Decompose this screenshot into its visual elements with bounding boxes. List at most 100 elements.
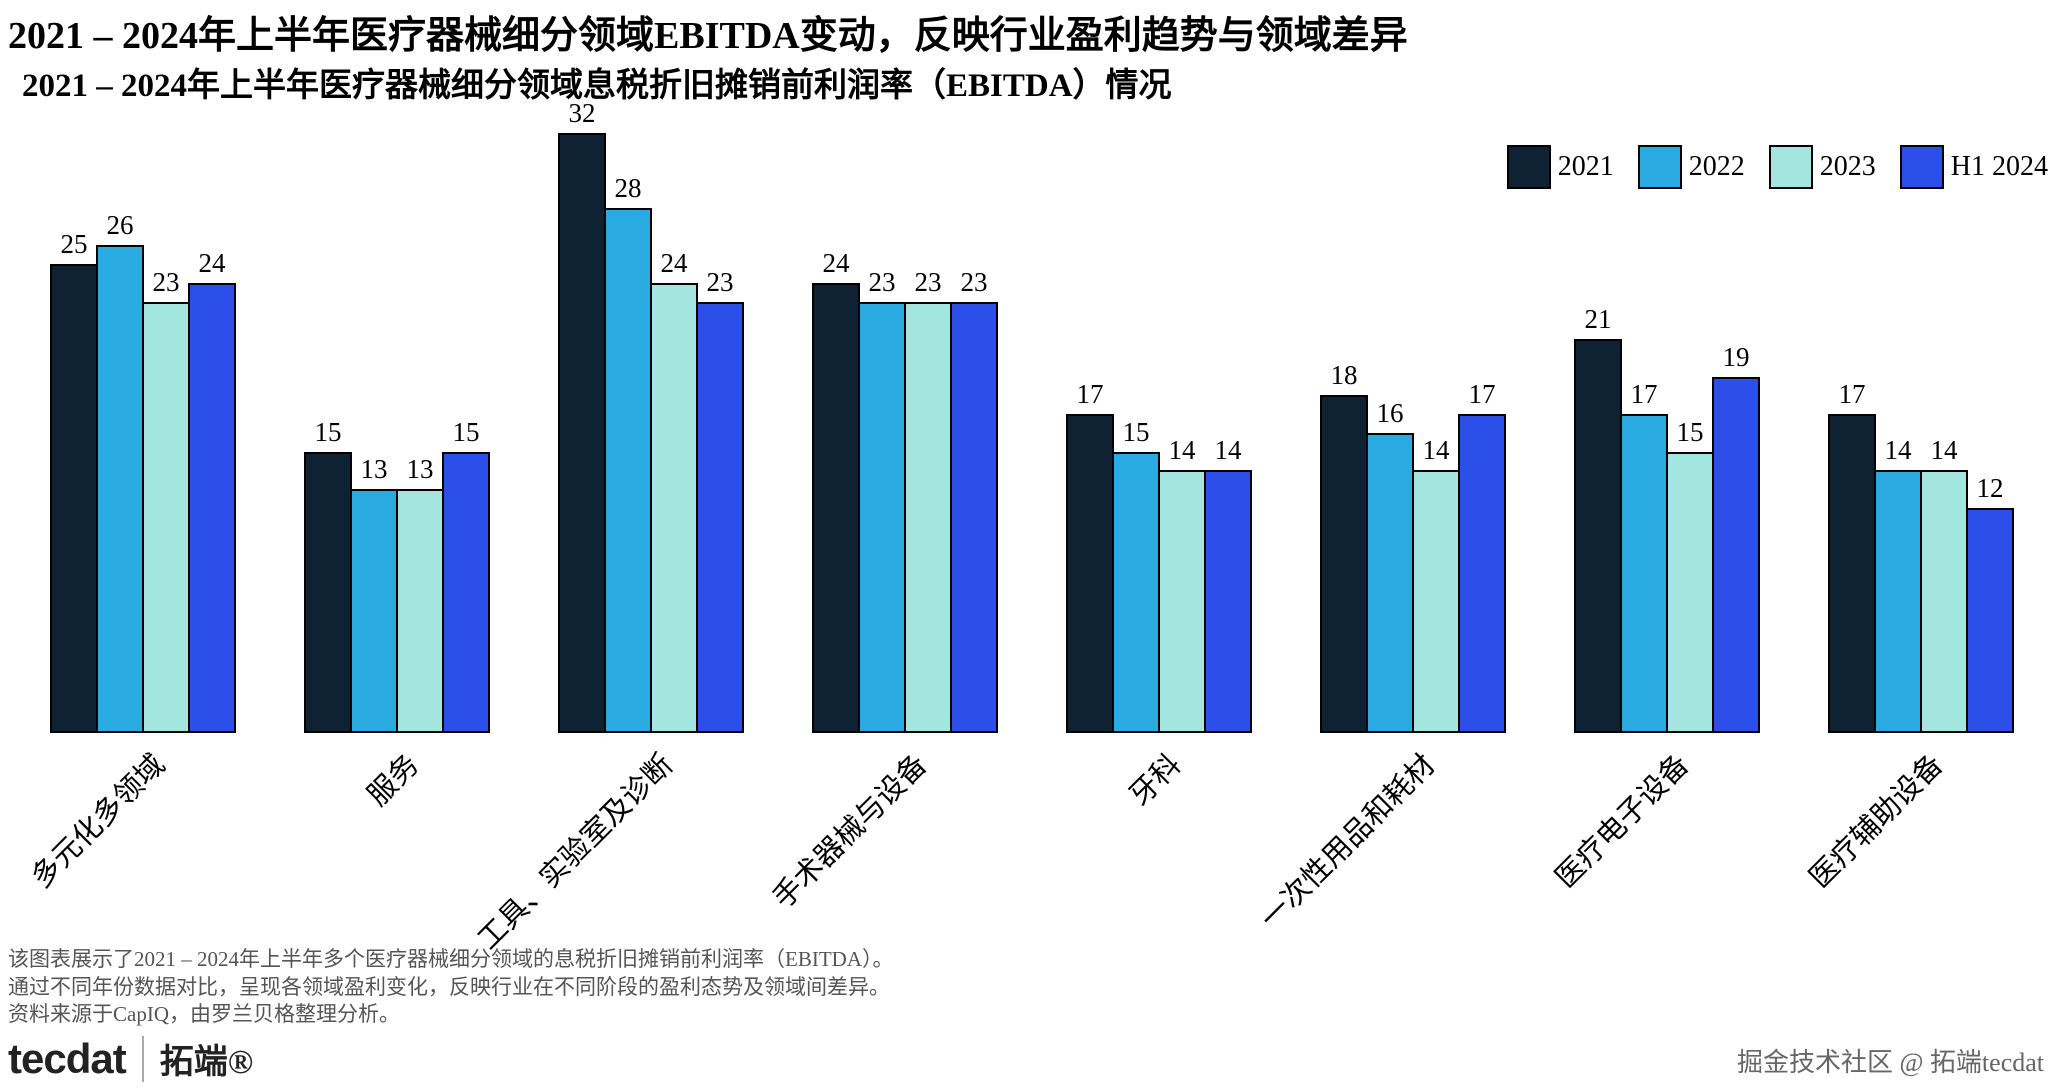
bar-2023: 14 — [1920, 435, 1968, 733]
bar-group: 17 14 14 12 医疗辅助设备 — [1804, 133, 2014, 894]
bar-value-label: 17 — [1630, 379, 1658, 409]
legend-label-h1-2024: H1 2024 — [1950, 151, 2048, 182]
footer-line-1: 该图表展示了2021 – 2024年上半年多个医疗器械细分领域的息税折旧摊销前利… — [8, 947, 894, 971]
bar-2022: 23 — [858, 267, 906, 733]
bar-2022: 13 — [350, 454, 398, 733]
bar-h1-2024: 14 — [1204, 435, 1252, 733]
bar-value-label: 21 — [1584, 304, 1612, 334]
bar-value-label: 23 — [868, 267, 896, 297]
bar-value-label: 13 — [406, 454, 434, 484]
bar-2021: 24 — [812, 248, 860, 733]
legend-label-2022: 2022 — [1688, 151, 1745, 182]
bar-2023: 13 — [396, 454, 444, 733]
bar-value-label: 32 — [568, 98, 596, 128]
bar-2023: 23 — [904, 267, 952, 733]
bar-2021: 17 — [1066, 379, 1114, 733]
credit-text: 掘金技术社区 @ 拓端tecdat — [1736, 1048, 2044, 1077]
bar-set: 25 26 23 24 — [50, 210, 236, 733]
bar-value-label: 18 — [1330, 360, 1358, 390]
bar-value-label: 24 — [822, 248, 850, 278]
bar-value-label: 17 — [1076, 379, 1104, 409]
bar-2023: 14 — [1412, 435, 1460, 733]
bar-set: 18 16 14 17 — [1320, 360, 1506, 733]
bar-2022: 14 — [1874, 435, 1922, 733]
legend-swatch-2023 — [1768, 145, 1813, 189]
bar-set: 21 17 15 19 — [1574, 304, 1760, 733]
logo-divider — [141, 1035, 144, 1082]
legend-item-2022: 2022 — [1637, 145, 1745, 189]
bar-group: 15 13 13 15 服务 — [304, 133, 490, 812]
bar-value-label: 28 — [614, 173, 642, 203]
bar-set: 17 15 14 14 — [1066, 379, 1252, 733]
bar-value-label: 15 — [1676, 417, 1704, 447]
bar-h1-2024: 23 — [950, 267, 998, 733]
bar-group: 18 16 14 17 一次性用品和耗材 — [1255, 133, 1506, 935]
bar-2022: 17 — [1620, 379, 1668, 733]
footer-line-2: 通过不同年份数据对比，呈现各领域盈利变化，反映行业在不同阶段的盈利态势及领域间差… — [8, 974, 890, 999]
category-label-text: 工具、实验室及诊断 — [472, 748, 680, 956]
footer-line-3: 资料来源于CapIQ，由罗兰贝格整理分析。 — [8, 1002, 400, 1027]
bar-value-label: 23 — [706, 267, 734, 297]
legend-swatch-2022 — [1637, 145, 1682, 189]
bar-value-label: 19 — [1722, 342, 1750, 372]
logo-text: tecdat — [8, 1034, 127, 1082]
bar-value-label: 13 — [360, 454, 388, 484]
bar-2021: 18 — [1320, 360, 1368, 733]
bar-2023: 15 — [1666, 417, 1714, 733]
bar-group: 21 17 15 19 医疗电子设备 — [1550, 133, 1760, 894]
category-label-text: 多元化多领域 — [25, 748, 172, 895]
bar-value-label: 15 — [1122, 417, 1150, 447]
bar-h1-2024: 12 — [1966, 473, 2014, 733]
category-label-text: 手术器械与设备 — [767, 748, 934, 915]
tecdat-logo: tecdat 拓端® — [8, 1034, 253, 1083]
bar-h1-2024: 17 — [1458, 379, 1506, 733]
bar-value-label: 12 — [1976, 473, 2004, 503]
bar-2022: 28 — [604, 173, 652, 733]
bar-group: 24 23 23 23 手术器械与设备 — [767, 133, 998, 915]
category-label: 手术器械与设备 — [702, 743, 933, 915]
bar-value-label: 24 — [198, 248, 226, 278]
chart-title: 2021 – 2024年上半年医疗器械细分领域EBITDA变动，反映行业盈利趋势… — [8, 15, 1408, 57]
footer-notes: 该图表展示了2021 – 2024年上半年多个医疗器械细分领域的息税折旧摊销前利… — [8, 946, 893, 1029]
bar-value-label: 17 — [1838, 379, 1866, 409]
legend: 2021 2022 2023 H1 2024 — [1483, 145, 2048, 189]
bar-value-label: 25 — [60, 229, 88, 259]
legend-label-2021: 2021 — [1557, 151, 1614, 182]
legend-item-2021: 2021 — [1506, 145, 1614, 189]
category-label: 医疗辅助设备 — [1747, 743, 1950, 895]
category-label-text: 医疗电子设备 — [1549, 748, 1696, 895]
bar-value-label: 17 — [1468, 379, 1496, 409]
category-label: 医疗电子设备 — [1493, 743, 1696, 895]
bar-value-label: 15 — [314, 417, 342, 447]
bar-set: 15 13 13 15 — [304, 417, 490, 733]
bar-value-label: 23 — [960, 267, 988, 297]
legend-item-h1-2024: H1 2024 — [1899, 145, 2048, 189]
bar-value-label: 23 — [152, 267, 180, 297]
bar-value-label: 15 — [452, 417, 480, 447]
bar-2023: 23 — [142, 267, 190, 733]
bar-value-label: 16 — [1376, 398, 1404, 428]
bar-2021: 25 — [50, 229, 98, 733]
bar-value-label: 24 — [660, 248, 688, 278]
bar-value-label: 26 — [106, 210, 134, 240]
bar-2022: 16 — [1366, 398, 1414, 733]
category-label-text: 医疗辅助设备 — [1803, 748, 1950, 895]
bar-set: 17 14 14 12 — [1828, 379, 2014, 733]
bar-value-label: 23 — [914, 267, 942, 297]
bar-value-label: 14 — [1214, 435, 1242, 465]
bar-chart: 25 26 23 24 多元化多领域 15 13 13 15 服务 32 28 24 23 工具、实验室及诊… — [26, 98, 2014, 956]
legend-item-2023: 2023 — [1768, 145, 1876, 189]
bar-set: 32 28 24 23 — [558, 98, 744, 733]
bar-2021: 15 — [304, 417, 352, 733]
chart-subtitle: 2021 – 2024年上半年医疗器械细分领域息税折旧摊销前利润率（EBITDA… — [22, 68, 1172, 104]
bar-value-label: 14 — [1930, 435, 1958, 465]
bar-value-label: 14 — [1168, 435, 1196, 465]
bar-set: 24 23 23 23 — [812, 248, 998, 733]
bar-h1-2024: 24 — [188, 248, 236, 733]
bar-h1-2024: 23 — [696, 267, 744, 733]
legend-swatch-h1-2024 — [1899, 145, 1944, 189]
legend-label-2023: 2023 — [1819, 151, 1876, 182]
bar-group: 25 26 23 24 多元化多领域 — [26, 133, 236, 894]
bar-2021: 32 — [558, 98, 606, 733]
bar-2023: 14 — [1158, 435, 1206, 733]
